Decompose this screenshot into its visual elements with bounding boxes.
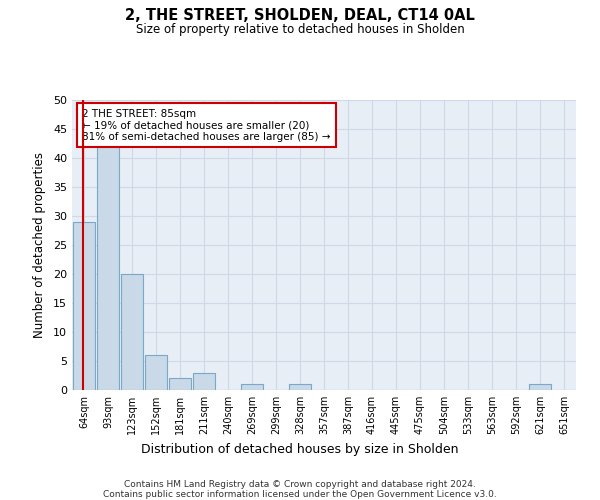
Bar bbox=[289, 384, 311, 390]
Bar bbox=[97, 146, 119, 390]
Bar bbox=[193, 372, 215, 390]
Bar bbox=[169, 378, 191, 390]
Bar bbox=[73, 222, 95, 390]
Text: 2, THE STREET, SHOLDEN, DEAL, CT14 0AL: 2, THE STREET, SHOLDEN, DEAL, CT14 0AL bbox=[125, 8, 475, 22]
Text: Contains HM Land Registry data © Crown copyright and database right 2024.: Contains HM Land Registry data © Crown c… bbox=[124, 480, 476, 489]
Y-axis label: Number of detached properties: Number of detached properties bbox=[33, 152, 46, 338]
Text: Distribution of detached houses by size in Sholden: Distribution of detached houses by size … bbox=[141, 442, 459, 456]
Text: Contains public sector information licensed under the Open Government Licence v3: Contains public sector information licen… bbox=[103, 490, 497, 499]
Bar bbox=[529, 384, 551, 390]
Bar bbox=[145, 355, 167, 390]
Bar bbox=[121, 274, 143, 390]
Text: Size of property relative to detached houses in Sholden: Size of property relative to detached ho… bbox=[136, 22, 464, 36]
Bar bbox=[241, 384, 263, 390]
Text: 2 THE STREET: 85sqm
← 19% of detached houses are smaller (20)
81% of semi-detach: 2 THE STREET: 85sqm ← 19% of detached ho… bbox=[82, 108, 331, 142]
